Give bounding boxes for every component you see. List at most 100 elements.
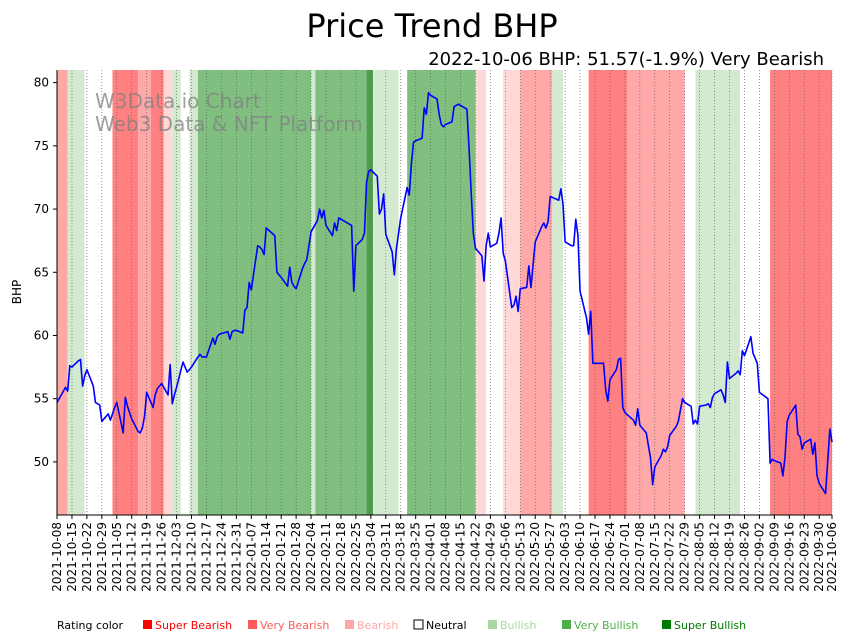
x-tick-label-47: 2022-09-02 xyxy=(752,522,766,592)
legend-label-0: Super Bearish xyxy=(155,619,232,632)
rating-band-10 xyxy=(197,70,312,515)
x-tick-label-31: 2022-05-13 xyxy=(513,522,527,592)
x-tick-label-27: 2022-04-15 xyxy=(454,522,468,592)
watermark-line-1: W3Data.io Chart xyxy=(95,89,261,113)
x-tick-label-9: 2021-12-10 xyxy=(185,522,199,592)
legend-label-4: Bullish xyxy=(500,619,536,632)
y-tick-label-4: 70 xyxy=(34,202,49,216)
x-tick-label-13: 2022-01-07 xyxy=(244,522,258,592)
x-tick-label-21: 2022-03-04 xyxy=(364,522,378,592)
chart-title: Price Trend BHP xyxy=(306,7,557,45)
rating-band-0 xyxy=(57,70,68,515)
legend-label-3: Neutral xyxy=(426,619,467,632)
x-tick-label-32: 2022-05-20 xyxy=(528,522,542,592)
x-tick-label-35: 2022-06-10 xyxy=(573,522,587,592)
y-tick-label-5: 75 xyxy=(34,139,49,153)
x-tick-label-30: 2022-05-06 xyxy=(498,522,512,592)
x-tick-label-7: 2021-11-26 xyxy=(155,522,169,592)
x-tick-label-0: 2021-10-08 xyxy=(50,522,64,592)
y-tick-label-0: 50 xyxy=(34,455,49,469)
legend-swatch-3 xyxy=(413,619,424,630)
x-tick-label-43: 2022-08-05 xyxy=(693,522,707,592)
rating-band-13 xyxy=(366,70,373,515)
legend-swatch-0 xyxy=(143,620,152,629)
watermark-line-2: Web3 Data & NFT Platform xyxy=(95,112,363,136)
rating-band-16 xyxy=(407,70,476,515)
rating-band-4 xyxy=(138,70,151,515)
x-tick-label-50: 2022-09-23 xyxy=(797,522,811,592)
x-tick-label-16: 2022-01-28 xyxy=(289,522,303,592)
x-tick-label-23: 2022-03-18 xyxy=(394,522,408,592)
x-tick-label-42: 2022-07-29 xyxy=(678,522,692,592)
rating-band-9 xyxy=(189,70,198,515)
x-tick-label-24: 2022-03-25 xyxy=(409,522,423,592)
rating-bands xyxy=(57,70,832,515)
y-tick-label-2: 60 xyxy=(34,328,49,342)
x-tick-label-25: 2022-04-01 xyxy=(424,522,438,592)
rating-band-27 xyxy=(740,70,758,515)
x-tick-label-3: 2021-10-29 xyxy=(95,522,109,592)
legend-swatch-2 xyxy=(345,620,354,629)
x-tick-label-37: 2022-06-24 xyxy=(603,522,617,592)
legend-label-6: Super Bullish xyxy=(674,619,746,632)
x-tick-label-12: 2021-12-31 xyxy=(229,522,243,592)
chart-subtitle: 2022-10-06 BHP: 51.57(-1.9%) Very Bearis… xyxy=(428,49,824,70)
axes xyxy=(56,70,832,516)
rating-band-1 xyxy=(67,70,85,515)
x-tick-label-34: 2022-06-03 xyxy=(558,522,572,592)
y-axis-label: BHP xyxy=(10,280,24,305)
y-tick-label-1: 55 xyxy=(34,392,49,406)
legend-swatch-1 xyxy=(248,620,257,629)
y-tick-label-3: 65 xyxy=(34,265,49,279)
legend-label-5: Very Bullish xyxy=(574,619,638,632)
x-tick-label-19: 2022-02-18 xyxy=(334,522,348,592)
x-tick-label-46: 2022-08-26 xyxy=(737,522,751,592)
legend-swatch-4 xyxy=(488,620,497,629)
rating-band-29 xyxy=(770,70,832,515)
rating-band-24 xyxy=(627,70,685,515)
x-tick-label-51: 2022-09-30 xyxy=(812,522,826,592)
x-tick-label-20: 2022-02-25 xyxy=(349,522,363,592)
rating-band-25 xyxy=(684,70,696,515)
rating-band-8 xyxy=(180,70,190,515)
rating-band-18 xyxy=(486,70,504,515)
rating-band-11 xyxy=(311,70,316,515)
x-tick-label-28: 2022-04-22 xyxy=(468,522,482,592)
price-line-layer xyxy=(56,91,833,495)
rating-band-21 xyxy=(552,70,563,515)
x-tick-label-48: 2022-09-09 xyxy=(767,522,781,592)
x-tick-label-45: 2022-08-19 xyxy=(723,522,737,592)
rating-band-6 xyxy=(163,70,173,515)
series-line-bhp xyxy=(56,91,833,495)
rating-band-20 xyxy=(520,70,553,515)
x-tick-label-18: 2022-02-11 xyxy=(319,522,333,592)
rating-band-26 xyxy=(695,70,741,515)
x-tick-label-38: 2022-07-01 xyxy=(618,522,632,592)
legend-swatch-6 xyxy=(662,620,671,629)
x-tick-label-33: 2022-05-27 xyxy=(543,522,557,592)
rating-band-2 xyxy=(84,70,113,515)
rating-band-23 xyxy=(588,70,628,515)
x-tick-label-6: 2021-11-19 xyxy=(140,522,154,592)
rating-band-3 xyxy=(112,70,139,515)
x-tick-label-41: 2022-07-22 xyxy=(663,522,677,592)
x-tick-label-40: 2022-07-15 xyxy=(648,522,662,592)
x-tick-label-22: 2022-03-11 xyxy=(379,522,393,592)
rating-band-17 xyxy=(475,70,487,515)
rating-band-28 xyxy=(757,70,771,515)
x-tick-label-36: 2022-06-17 xyxy=(588,522,602,592)
x-tick-label-11: 2021-12-24 xyxy=(214,522,228,592)
x-tick-label-17: 2022-02-04 xyxy=(304,522,318,592)
x-tick-label-1: 2021-10-15 xyxy=(65,522,79,592)
x-tick-label-39: 2022-07-08 xyxy=(633,522,647,592)
x-tick-label-2: 2021-10-22 xyxy=(80,522,94,592)
x-tick-label-4: 2021-11-05 xyxy=(110,522,124,592)
x-tick-label-10: 2021-12-17 xyxy=(199,522,213,592)
x-tick-label-14: 2022-01-14 xyxy=(259,522,273,592)
legend-swatch-5 xyxy=(562,620,571,629)
rating-legend: Rating color Super Bearish Very Bearish Be… xyxy=(57,619,746,632)
x-tick-label-44: 2022-08-12 xyxy=(708,522,722,592)
legend-label-2: Bearish xyxy=(357,619,398,632)
rating-band-15 xyxy=(398,70,408,515)
